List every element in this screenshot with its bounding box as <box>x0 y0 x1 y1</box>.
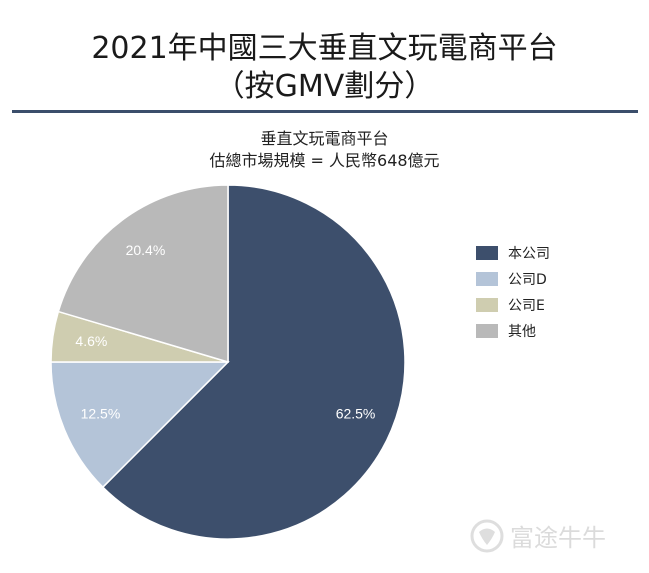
legend-item-2: 公司D <box>476 270 550 288</box>
pie-data-label-3: 4.6% <box>75 333 107 349</box>
legend-item-3: 公司E <box>476 296 550 314</box>
pie-slice-2 <box>50 361 230 489</box>
chart-subtitle: 垂直文玩電商平台 估總市場規模 = 人民幣648億元 <box>0 128 649 172</box>
chart-legend: 本公司公司D 公司E 其他 <box>476 244 550 348</box>
chart-subtitle-line-1: 垂直文玩電商平台 <box>260 129 389 148</box>
chart-title: 2021年中國三大垂直文玩電商平台 （按GMV劃分） <box>0 30 649 106</box>
chart-title-line-2: （按GMV劃分） <box>214 69 435 104</box>
pie-data-label-4: 20.4% <box>126 242 166 258</box>
pie-data-label-1: 62.5% <box>336 406 376 422</box>
legend-label: 本公司 <box>508 246 550 262</box>
legend-swatch <box>476 324 498 338</box>
chart-subtitle-line-2: 估總市場規模 = 人民幣648億元 <box>209 151 440 170</box>
legend-label: 公司E <box>508 298 545 314</box>
pie-data-label-2: 12.5% <box>81 406 121 422</box>
legend-swatch <box>476 298 498 312</box>
futu-bull-logo-icon <box>470 519 504 552</box>
legend-item-1: 本公司 <box>476 244 550 262</box>
legend-item-4: 其他 <box>476 322 550 340</box>
pie-slice-4 <box>57 184 229 364</box>
legend-label: 公司D <box>508 272 547 288</box>
legend-swatch <box>476 272 498 286</box>
title-divider <box>12 110 638 113</box>
chart-title-line-1: 2021年中國三大垂直文玩電商平台 <box>91 31 558 66</box>
legend-label: 其他 <box>508 324 536 340</box>
pie-slice-1 <box>101 184 406 540</box>
watermark-text: 富途牛牛 <box>510 524 606 552</box>
watermark: 富途牛牛 <box>470 518 606 553</box>
legend-swatch <box>476 246 498 260</box>
